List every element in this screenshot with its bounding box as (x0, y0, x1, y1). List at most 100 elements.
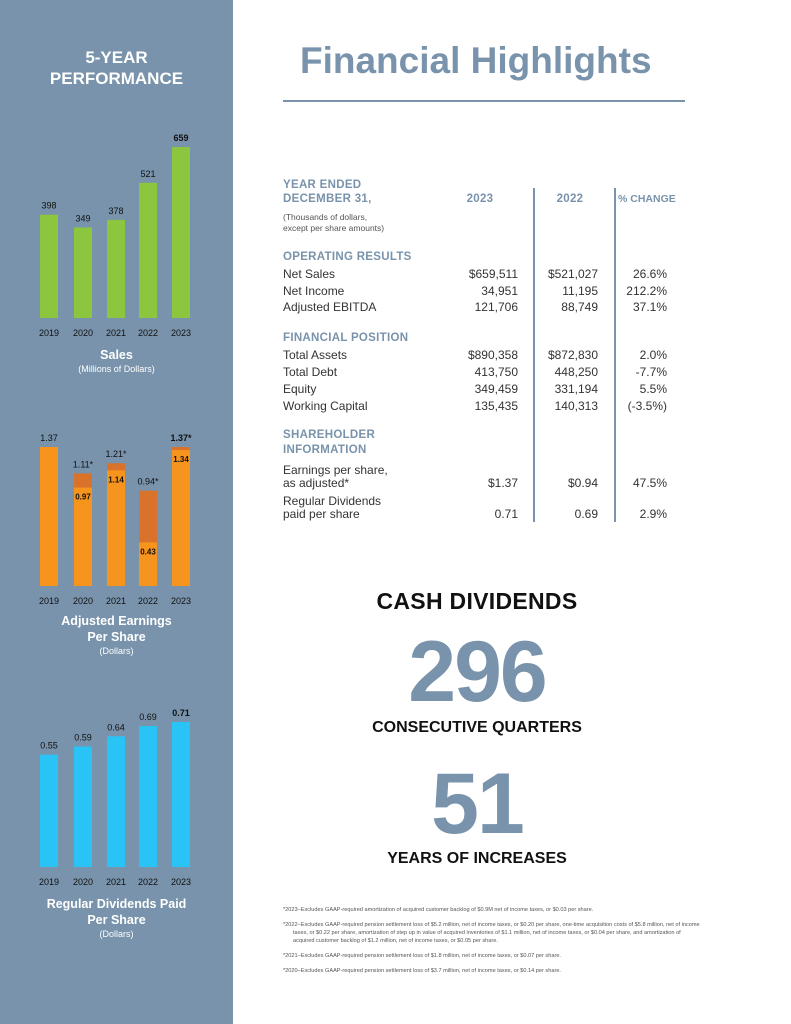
row-label-dividends-line2: paid per share (283, 507, 360, 521)
dividends-bar-2023 (172, 722, 190, 867)
value-eps-change: 47.5% (632, 476, 667, 490)
eps-adjusted-label-2023: 1.37* (170, 433, 192, 443)
dividends-chart-plot: 0.55 2019 0.59 2020 0.64 2021 0.69 2022 0.71 2023 (39, 708, 191, 887)
sales-chart-subtitle: (Millions of Dollars) (78, 364, 155, 374)
dividends-chart-title: Regular Dividends Paid (46, 897, 187, 911)
value-dividends-2022: 0.69 (574, 507, 598, 521)
adjusted-eps-chart-title: Adjusted Earnings (61, 614, 172, 628)
column-header-change: % CHANGE (618, 193, 676, 205)
value-total-debt-2023: 413,750 (474, 365, 518, 379)
table-header-year-ended: YEAR ENDED (283, 179, 362, 191)
adjusted-eps-chart-title-line2: Per Share (87, 630, 146, 644)
row-label-total-assets: Total Assets (283, 348, 348, 362)
sales-bar-2021 (107, 219, 125, 318)
value-dividends-change: 2.9% (639, 507, 667, 521)
sales-value-label-2020: 349 (75, 213, 90, 223)
row-label-dividends-line1: Regular Dividends (283, 494, 382, 508)
sales-bar-2019 (40, 214, 58, 318)
adjusted-eps-chart: 1.37 2019 1.11* 0.97 2020 1.21* 1.14 2021 0.94* 0… (0, 422, 233, 662)
value-total-assets-2023: $890,358 (467, 348, 518, 362)
sidebar-title-line2: PERFORMANCE (49, 69, 184, 88)
eps-adjusted-label-2019: 1.37 (40, 433, 58, 443)
adjusted-eps-chart-subtitle: (Dollars) (99, 646, 134, 656)
dividends-chart-subtitle: (Dollars) (99, 929, 134, 939)
row-label-working-capital: Working Capital (283, 399, 368, 413)
footnote-2021: *2021–Excludes GAAP-required pension set… (283, 953, 561, 959)
eps-gaap-bar-2022 (139, 542, 157, 586)
sidebar-title-line1: 5-YEAR (85, 48, 148, 67)
sales-category-label-2023: 2023 (171, 328, 191, 338)
sales-chart-title: Sales (100, 348, 133, 362)
dividends-bar-2019 (40, 754, 58, 867)
table-note-line2: except per share amounts) (283, 223, 385, 233)
section-shareholder-information-line2: INFORMATION (283, 444, 367, 456)
eps-gaap-label-2022: 0.43 (140, 547, 156, 556)
row-label-net-sales: Net Sales (283, 267, 336, 281)
value-total-assets-2022: $872,830 (547, 348, 598, 362)
eps-adjusted-label-2020: 1.11* (73, 459, 94, 469)
consecutive-quarters-label: CONSECUTIVE QUARTERS (372, 719, 582, 736)
sales-chart-plot: 398 2019 349 2020 378 2021 521 2022 659 2023 (39, 133, 191, 338)
eps-gaap-label-2021: 1.14 (108, 475, 124, 484)
eps-category-label-2023: 2023 (171, 596, 191, 606)
value-net-income-2022: 11,195 (562, 284, 598, 298)
eps-adjusted-label-2022: 0.94* (137, 477, 159, 487)
value-equity-change: 5.5% (639, 382, 667, 396)
value-net-income-2023: 34,951 (481, 284, 518, 298)
sales-value-label-2022: 521 (140, 169, 155, 179)
years-of-increases-label: YEARS OF INCREASES (387, 850, 567, 867)
dividends-category-label-2023: 2023 (171, 877, 191, 887)
sales-chart: 398 2019 349 2020 378 2021 521 2022 659 2023 Sale… (0, 125, 233, 380)
row-label-eps-line1: Earnings per share, (283, 463, 388, 477)
value-eps-2022: $0.94 (567, 476, 598, 490)
column-divider-2 (614, 188, 616, 522)
dividends-value-label-2022: 0.69 (139, 712, 157, 722)
adjusted-eps-chart-plot: 1.37 2019 1.11* 0.97 2020 1.21* 1.14 2021 0.94* 0… (39, 433, 192, 606)
value-total-debt-change: -7.7% (635, 365, 667, 379)
eps-category-label-2020: 2020 (73, 596, 93, 606)
table-note-line1: (Thousands of dollars, (283, 212, 368, 222)
dividends-value-label-2021: 0.64 (107, 722, 125, 732)
eps-gaap-label-2020: 0.97 (75, 493, 91, 502)
dividends-category-label-2021: 2021 (106, 877, 126, 887)
footnotes: *2023–Excludes GAAP-required amortizatio… (283, 906, 703, 982)
dividends-bar-2021 (107, 736, 125, 867)
sales-bar-2022 (139, 182, 157, 318)
value-eps-2023: $1.37 (487, 476, 518, 490)
sales-value-label-2021: 378 (108, 206, 123, 216)
value-net-income-change: 212.2% (626, 284, 667, 298)
eps-gaap-bar-2021 (107, 470, 125, 586)
value-adjusted-ebitda-2022: 88,749 (561, 300, 598, 314)
cash-dividends-title: CASH DIVIDENDS (376, 588, 578, 614)
dividends-chart-title-line2: Per Share (87, 913, 146, 927)
dividends-category-label-2019: 2019 (39, 877, 59, 887)
dividends-chart: 0.55 2019 0.59 2020 0.64 2021 0.69 2022 0.71 2023… (0, 700, 233, 940)
column-divider-1 (533, 188, 535, 522)
value-net-sales-2023: $659,511 (468, 267, 518, 281)
section-financial-position: FINANCIAL POSITION (283, 332, 409, 344)
sales-category-label-2019: 2019 (39, 328, 59, 338)
value-total-debt-2022: 448,250 (554, 365, 598, 379)
dividends-category-label-2022: 2022 (138, 877, 158, 887)
title-divider (283, 100, 685, 102)
years-of-increases-value: 51 (431, 756, 525, 852)
eps-gaap-bar-2020 (74, 487, 92, 586)
section-shareholder-information: SHAREHOLDER (283, 429, 376, 441)
dividends-value-label-2023: 0.71 (172, 708, 190, 718)
footnote-2022: *2022–Excludes GAAP-required pension set… (283, 922, 700, 944)
row-label-total-debt: Total Debt (283, 365, 338, 379)
adjusted-eps-chart-caption: Adjusted Earnings Per Share (Dollars) (0, 613, 233, 657)
footnote-2023: *2023–Excludes GAAP-required amortizatio… (283, 907, 594, 913)
consecutive-quarters-value: 296 (408, 624, 548, 720)
column-header-2023: 2023 (466, 193, 494, 205)
row-label-equity: Equity (283, 382, 317, 396)
dividends-bar-2020 (74, 746, 92, 867)
dividends-value-label-2020: 0.59 (74, 733, 92, 743)
row-label-net-income: Net Income (283, 284, 345, 298)
dividends-chart-caption: Regular Dividends Paid Per Share (Dollar… (0, 896, 233, 940)
footnote-2020: *2020–Excludes GAAP-required pension set… (283, 968, 561, 974)
value-adjusted-ebitda-change: 37.1% (632, 300, 667, 314)
sales-category-label-2022: 2022 (138, 328, 158, 338)
value-working-capital-2023: 135,435 (474, 399, 518, 413)
eps-category-label-2021: 2021 (106, 596, 126, 606)
